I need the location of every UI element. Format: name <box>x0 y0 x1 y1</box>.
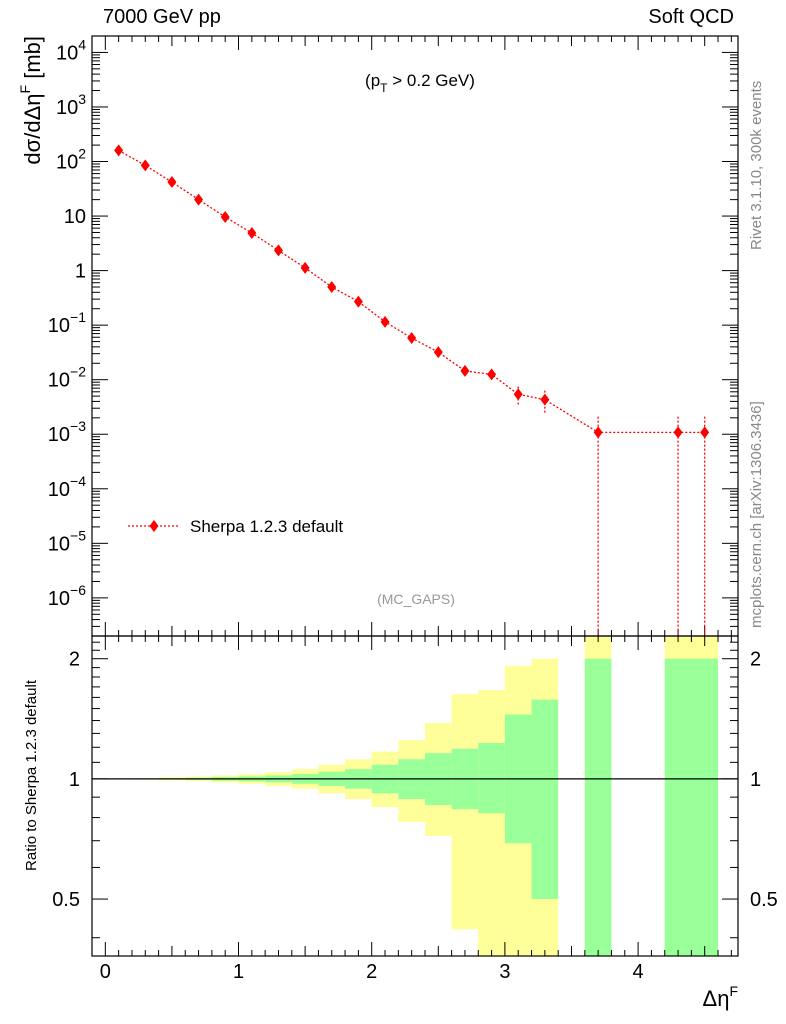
y-tick-label: 102 <box>56 146 86 174</box>
ratio-band-inner <box>584 658 612 956</box>
series-line <box>118 149 705 434</box>
ratio-band-inner <box>478 742 505 814</box>
ratio-band-inner <box>531 699 559 900</box>
legend-marker <box>149 520 159 532</box>
data-point <box>114 144 124 157</box>
ratio-y-tick-label: 2 <box>69 649 80 671</box>
y-tick-label: 1 <box>75 261 86 283</box>
ratio-band-inner <box>664 658 719 956</box>
ratio-y-tick-label: 1 <box>69 769 80 791</box>
data-point <box>167 176 177 189</box>
data-point <box>513 388 523 401</box>
main-plot-frame <box>91 35 739 637</box>
data-point <box>353 295 363 308</box>
ratio-y-tick-label-right: 2 <box>750 649 761 671</box>
y-tick-label: 10 <box>64 206 86 228</box>
x-tick-label: 0 <box>100 961 111 983</box>
analysis-label: (MC_GAPS) <box>377 591 455 607</box>
data-point <box>407 332 417 345</box>
y-tick-label: 10−4 <box>48 473 86 501</box>
y-tick-label: 10−1 <box>48 309 86 337</box>
ratio-band-outer <box>478 689 505 956</box>
data-point <box>273 244 283 257</box>
x-tick-label: 2 <box>366 961 377 983</box>
y-tick-label: 104 <box>56 36 86 64</box>
ratio-y-axis-label: Ratio to Sherpa 1.2.3 default <box>23 679 40 871</box>
data-point <box>700 426 710 439</box>
data-point <box>140 159 150 172</box>
data-point <box>327 281 337 294</box>
data-point <box>220 211 230 224</box>
ratio-y-tick-label-right: 0.5 <box>750 889 778 911</box>
y-tick-label: 103 <box>56 91 86 119</box>
x-axis-label: ΔηF <box>703 983 739 1011</box>
y-tick-label: 10−2 <box>48 364 86 392</box>
mcplots-label: mcplots.cern.ch [arXiv:1306.3436] <box>748 401 765 628</box>
data-point <box>194 193 204 206</box>
data-point <box>460 364 470 377</box>
data-point <box>673 426 683 439</box>
y-tick-label: 10−6 <box>48 582 86 610</box>
rivet-label: Rivet 3.1.10, 300k events <box>748 80 765 250</box>
y-tick-label: 10−5 <box>48 527 86 555</box>
legend-label: Sherpa 1.2.3 default <box>190 517 343 536</box>
data-point <box>380 315 390 328</box>
data-point <box>487 368 497 381</box>
x-tick-label: 1 <box>233 961 244 983</box>
ratio-y-tick-label-right: 1 <box>750 769 761 791</box>
data-point <box>433 346 443 359</box>
cut-annotation: (pT > 0.2 GeV) <box>365 71 475 95</box>
ratio-y-tick-label: 0.5 <box>52 889 80 911</box>
data-point <box>247 226 257 239</box>
y-tick-label: 10−3 <box>48 418 86 446</box>
ratio-band-outer <box>451 694 479 930</box>
header-right: Soft QCD <box>648 6 734 28</box>
data-point <box>300 261 310 274</box>
data-point <box>540 393 550 406</box>
data-point <box>593 426 603 439</box>
header-left: 7000 GeV pp <box>103 6 221 28</box>
y-axis-label: dσ/dΔηF [mb] <box>17 36 45 165</box>
x-tick-label: 3 <box>499 961 510 983</box>
ratio-plot-frame <box>91 635 739 957</box>
x-tick-label: 4 <box>633 961 644 983</box>
